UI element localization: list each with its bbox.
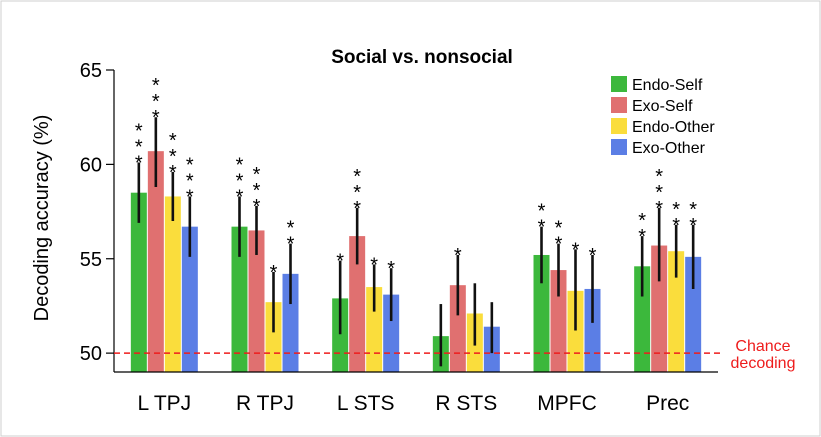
x-tick-label: MPFC [537, 392, 597, 415]
y-tick-label: 65 [80, 60, 102, 82]
significance-star: * [336, 251, 344, 273]
significance-star: * [186, 154, 194, 176]
significance-star: * [169, 162, 177, 184]
x-tick-label: R STS [435, 392, 497, 415]
legend-label: Exo-Other [632, 140, 706, 157]
y-ticks: 50 55 60 65 [80, 60, 114, 365]
significance-star: * [672, 199, 680, 221]
significance-star: * [538, 201, 546, 223]
significance-star: * [689, 199, 697, 221]
significance-star: * [169, 130, 177, 152]
significance-star: * [589, 245, 597, 267]
bar [685, 256, 702, 372]
significance-star: * [152, 91, 160, 113]
significance-star: * [387, 258, 395, 280]
bar [265, 302, 282, 372]
bar [651, 245, 668, 372]
significance-star: * [169, 146, 177, 168]
bar [550, 270, 567, 372]
significance-star: * [638, 210, 646, 232]
legend-label: Exo-Self [632, 98, 693, 115]
plot-area: ************************** ******* *******… [130, 75, 702, 372]
bar [349, 236, 366, 372]
significance-star: * [135, 136, 143, 158]
significance-star: * [672, 215, 680, 237]
x-tick-label: Prec [646, 392, 689, 415]
x-tick-label: R TPJ [236, 392, 294, 415]
bar [130, 192, 147, 372]
significance-star: * [638, 226, 646, 248]
significance-star: * [135, 152, 143, 174]
significance-star: * [236, 170, 244, 192]
x-ticks: L TPJ R TPJ L STS R STS MPFC Prec [137, 392, 689, 415]
bar [282, 273, 299, 372]
legend-label: Endo-Self [632, 77, 703, 94]
chance-label: decoding [731, 355, 796, 372]
significance-star: * [186, 170, 194, 192]
x-tick-label: L STS [337, 392, 395, 415]
y-axis-label: Decoding accuracy (%) [31, 115, 53, 322]
legend-label: Endo-Other [632, 119, 715, 136]
significance-star: * [353, 182, 361, 204]
legend-swatch [611, 97, 627, 113]
significance-star: * [353, 166, 361, 188]
significance-star: * [236, 186, 244, 208]
legend-swatch [611, 76, 627, 92]
significance-star: * [655, 198, 663, 220]
chance-label: Chance [735, 338, 790, 355]
significance-star: * [655, 166, 663, 188]
significance-star: * [454, 245, 462, 267]
significance-star: * [287, 234, 295, 256]
significance-star: * [186, 186, 194, 208]
bar [584, 288, 601, 372]
significance-star: * [572, 239, 580, 261]
bar [164, 196, 181, 372]
significance-star: * [689, 215, 697, 237]
bar [533, 254, 550, 372]
significance-star: * [253, 164, 261, 186]
significance-star: * [152, 75, 160, 97]
bar [181, 226, 198, 372]
significance-star: * [270, 262, 278, 284]
legend-swatch [611, 139, 627, 155]
bar [248, 230, 265, 372]
x-tick-label: L TPJ [137, 392, 191, 415]
significance-star: * [538, 217, 546, 239]
significance-star: * [253, 196, 261, 218]
significance-star: * [655, 182, 663, 204]
bar [567, 290, 584, 372]
significance-star: * [135, 120, 143, 142]
bar [231, 226, 248, 372]
significance-star: * [152, 107, 160, 129]
y-tick-label: 60 [80, 154, 102, 176]
significance-star: * [287, 218, 295, 240]
significance-star: * [555, 234, 563, 256]
bar [147, 151, 164, 372]
significance-star: * [555, 218, 563, 240]
significance-star: * [370, 254, 378, 276]
y-tick-label: 55 [80, 249, 102, 271]
y-tick-label: 50 [80, 343, 102, 365]
legend: Endo-Self Exo-Self Endo-Other Exo-Other [611, 76, 715, 157]
bar [634, 266, 651, 372]
legend-swatch [611, 118, 627, 134]
significance-star: * [353, 198, 361, 220]
significance-star: * [253, 180, 261, 202]
chart-title: Social vs. nonsocial [331, 47, 513, 68]
significance-star: * [236, 154, 244, 176]
bar [366, 287, 383, 372]
bar [668, 251, 685, 372]
bar [449, 285, 466, 372]
